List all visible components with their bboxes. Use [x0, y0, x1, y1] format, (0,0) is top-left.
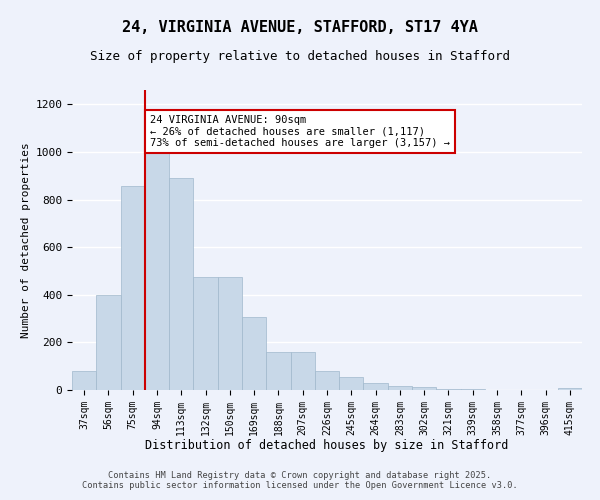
Bar: [436, 389, 461, 390]
Bar: [558, 388, 582, 390]
Y-axis label: Number of detached properties: Number of detached properties: [21, 142, 31, 338]
Bar: [218, 277, 242, 390]
Bar: [193, 277, 218, 390]
Text: 24 VIRGINIA AVENUE: 90sqm
← 26% of detached houses are smaller (1,117)
73% of se: 24 VIRGINIA AVENUE: 90sqm ← 26% of detac…: [150, 115, 450, 148]
Bar: [339, 377, 364, 390]
Bar: [412, 386, 436, 390]
Bar: [121, 186, 145, 390]
Bar: [266, 352, 290, 390]
Text: Contains HM Land Registry data © Crown copyright and database right 2025.
Contai: Contains HM Land Registry data © Crown c…: [82, 470, 518, 490]
Bar: [242, 318, 266, 390]
Text: 24, VIRGINIA AVENUE, STAFFORD, ST17 4YA: 24, VIRGINIA AVENUE, STAFFORD, ST17 4YA: [122, 20, 478, 35]
Bar: [169, 178, 193, 390]
Bar: [290, 352, 315, 390]
X-axis label: Distribution of detached houses by size in Stafford: Distribution of detached houses by size …: [145, 439, 509, 452]
Bar: [388, 386, 412, 390]
Bar: [364, 383, 388, 390]
Text: Size of property relative to detached houses in Stafford: Size of property relative to detached ho…: [90, 50, 510, 63]
Bar: [145, 150, 169, 390]
Bar: [96, 295, 121, 390]
Bar: [72, 371, 96, 390]
Bar: [315, 371, 339, 390]
